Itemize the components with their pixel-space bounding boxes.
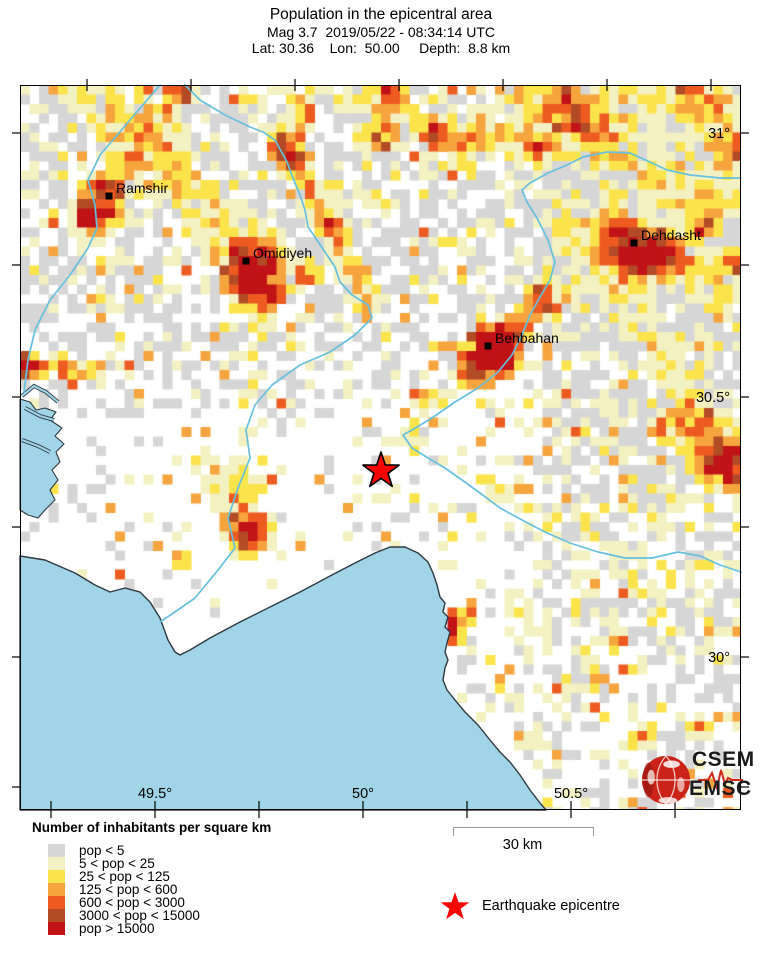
tidal-creek (21, 438, 51, 453)
figure-header: Population in the epicentral area Mag 3.… (0, 6, 762, 56)
legend-swatch (48, 896, 65, 909)
legend-row: pop < 5 (32, 843, 271, 858)
city-label-behbahan: Behbahan (495, 330, 559, 346)
page-title: Population in the epicentral area (269, 6, 493, 23)
epicentre-legend: Earthquake epicentre (438, 889, 620, 923)
event-coordinates: Lat: 30.36 Lon: 50.00 Depth: 8.8 km (251, 40, 511, 56)
legend-row: 600 < pop < 3000 (32, 895, 271, 910)
legend-swatch (48, 922, 65, 935)
legend-swatch (48, 844, 65, 857)
legend-label: 600 < pop < 3000 (79, 895, 185, 910)
logo-text-emsc: EMSC (689, 777, 752, 800)
city-label-ramshir: Ramshir (116, 180, 168, 196)
lat-label: 30° (708, 650, 730, 666)
lat-label: 30.5° (696, 390, 730, 406)
epicenter-star-icon (440, 892, 470, 920)
lon-label: 50° (352, 786, 374, 802)
city-marker-ramshir (105, 192, 113, 200)
legend-swatch (48, 857, 65, 870)
seismogram-pulse-icon (698, 769, 743, 790)
river-1 (23, 84, 161, 393)
legend-row: 25 < pop < 125 (32, 869, 271, 884)
scale-bar (453, 827, 594, 836)
legend-row: pop > 15000 (32, 921, 271, 936)
legend-label: 125 < pop < 600 (79, 882, 178, 897)
population-legend: Number of inhabitants per square km pop … (32, 820, 272, 936)
city-marker-omidiyeh (242, 257, 250, 265)
river-2 (402, 151, 742, 573)
legend-swatch (48, 909, 65, 922)
legend-swatch (48, 883, 65, 896)
city-marker-behbahan (484, 342, 492, 350)
epicentre-legend-label: Earthquake epicentre (482, 898, 620, 914)
csem-emsc-logo: CSEM EMSC (640, 749, 754, 809)
emsc-globe-icon (641, 755, 691, 805)
lat-label: 31° (708, 126, 730, 142)
map-overlay: 31° 30.5° 30° 49.5° 50° 50.5° Ramshir Omidiyeh D… (12, 79, 749, 818)
sea-persian-gulf (19, 546, 547, 811)
tidal-creek (24, 407, 55, 422)
legend-label: pop > 15000 (79, 921, 155, 936)
sea-bay-inlet (19, 398, 65, 519)
legend-label: 25 < pop < 125 (79, 869, 170, 884)
river-0 (159, 84, 373, 623)
legend-row: 125 < pop < 600 (32, 882, 271, 897)
population-map: 31° 30.5° 30° 49.5° 50° 50.5° Ramshir Omidiyeh D… (12, 79, 754, 818)
legend-label: pop < 5 (79, 843, 125, 858)
logo-text-csem: CSEM (692, 748, 755, 771)
legend-row: 3000 < pop < 15000 (32, 908, 271, 923)
lon-label: 49.5° (138, 786, 172, 802)
city-label-dehdasht: Dehdasht (641, 227, 701, 243)
lon-label: 50.5° (554, 786, 588, 802)
legend-title: Number of inhabitants per square km (32, 820, 272, 835)
legend-swatch (48, 870, 65, 883)
legend-label: 5 < pop < 25 (79, 856, 155, 871)
city-marker-dehdasht (630, 239, 638, 247)
legend-label: 3000 < pop < 15000 (79, 908, 200, 923)
earthquake-epicenter-star (362, 451, 400, 488)
city-label-omidiyeh: Omidiyeh (253, 245, 312, 261)
event-magnitude-time: Mag 3.7 2019/05/22 - 08:34:14 UTC (266, 24, 496, 40)
legend-row: 5 < pop < 25 (32, 856, 271, 871)
map-frame (20, 85, 741, 810)
scale-bar-label: 30 km (502, 837, 543, 853)
tidal-creek (21, 384, 59, 403)
